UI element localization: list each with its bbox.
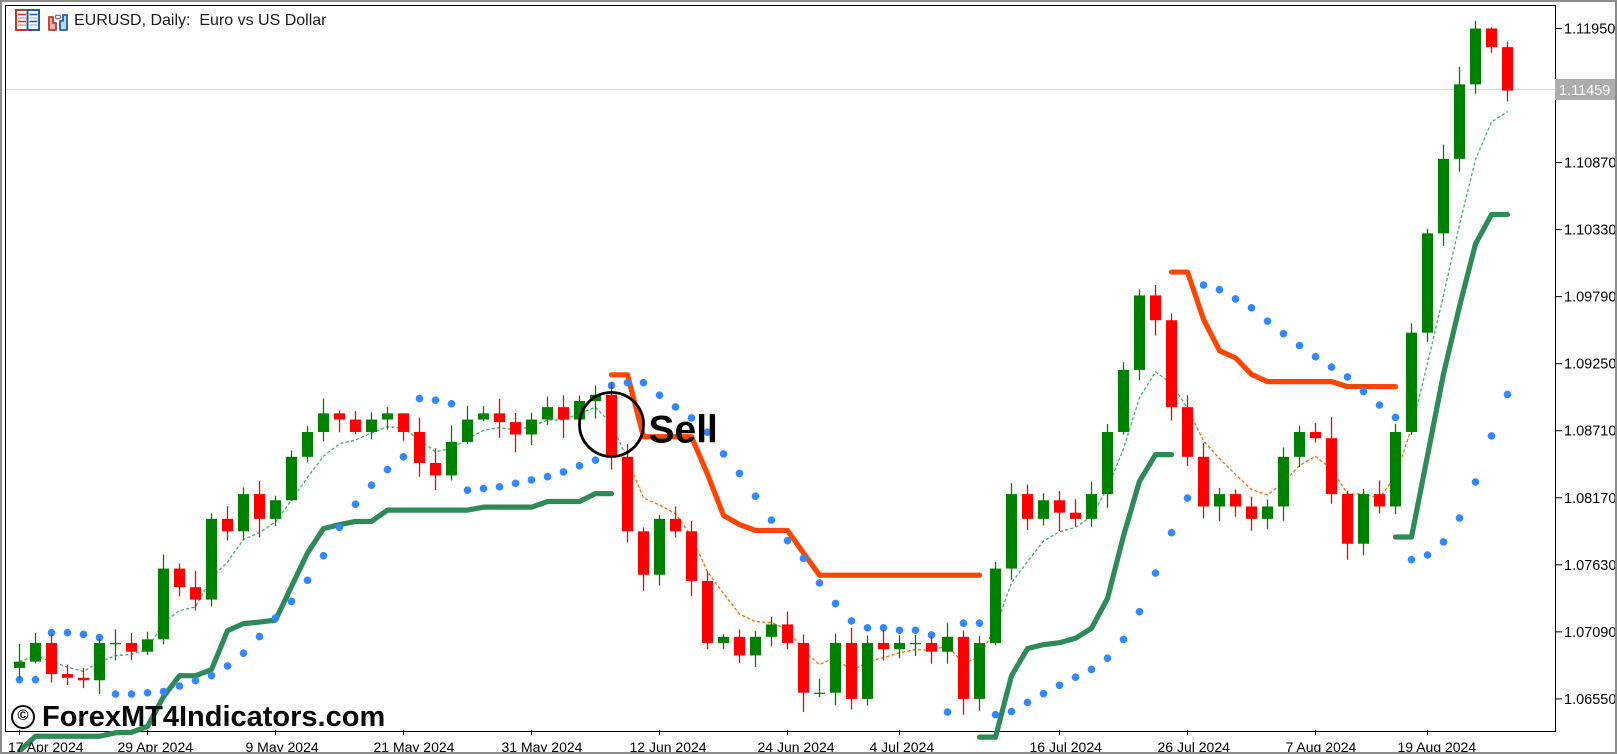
svg-text:19 Aug 2024: 19 Aug 2024 — [1398, 739, 1477, 754]
svg-text:1.07090: 1.07090 — [1564, 625, 1616, 641]
svg-text:29 Apr 2024: 29 Apr 2024 — [118, 739, 194, 754]
svg-text:17 Apr 2024: 17 Apr 2024 — [8, 739, 84, 754]
svg-text:1.10870: 1.10870 — [1564, 156, 1616, 172]
svg-text:26 Jul 2024: 26 Jul 2024 — [1158, 739, 1231, 754]
svg-text:31 May 2024: 31 May 2024 — [502, 739, 583, 754]
svg-text:16 Jul 2024: 16 Jul 2024 — [1030, 739, 1103, 754]
svg-text:1.10330: 1.10330 — [1564, 223, 1616, 239]
svg-text:4 Jul 2024: 4 Jul 2024 — [870, 739, 935, 754]
svg-text:21 May 2024: 21 May 2024 — [374, 739, 455, 754]
svg-text:1.11950: 1.11950 — [1564, 22, 1615, 38]
svg-text:1.09790: 1.09790 — [1564, 290, 1616, 306]
svg-text:Sell: Sell — [649, 409, 718, 452]
svg-text:1.06550: 1.06550 — [1564, 692, 1616, 708]
svg-text:1.07630: 1.07630 — [1564, 558, 1616, 574]
svg-text:1.08170: 1.08170 — [1564, 491, 1616, 507]
svg-text:7 Aug 2024: 7 Aug 2024 — [1286, 739, 1357, 754]
svg-text:12 Jun 2024: 12 Jun 2024 — [630, 739, 707, 754]
svg-text:1.08710: 1.08710 — [1564, 424, 1616, 440]
svg-text:1.11459: 1.11459 — [1559, 83, 1610, 99]
svg-text:9 May 2024: 9 May 2024 — [246, 739, 319, 754]
svg-text:1.09250: 1.09250 — [1564, 357, 1616, 373]
svg-text:24 Jun 2024: 24 Jun 2024 — [758, 739, 835, 754]
